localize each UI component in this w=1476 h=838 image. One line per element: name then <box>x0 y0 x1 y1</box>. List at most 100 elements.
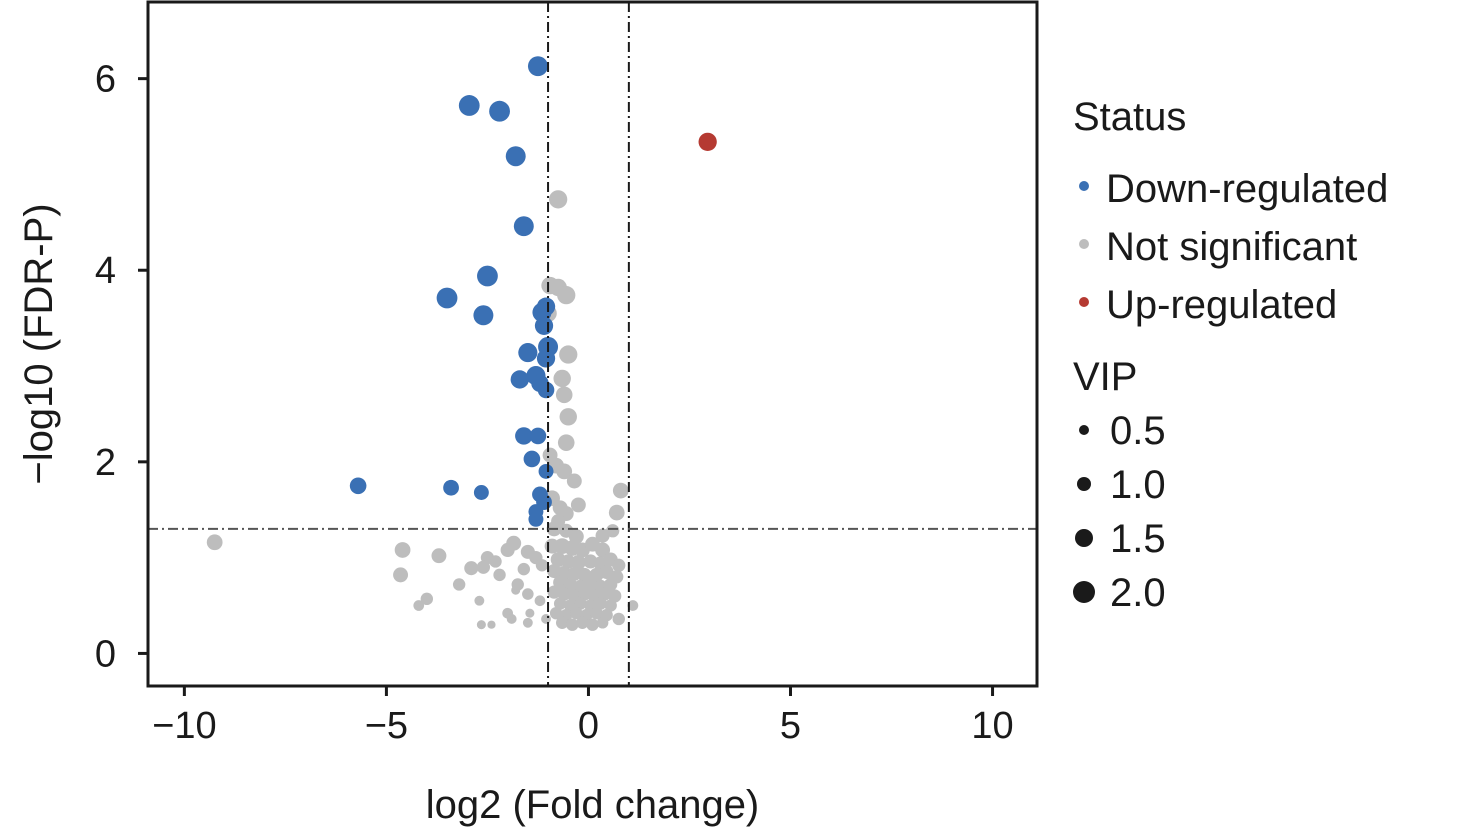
x-tick-label: 5 <box>780 705 801 747</box>
legend-status-marker <box>1079 181 1089 191</box>
y-axis-title: −log10 (FDR-P) <box>17 203 61 484</box>
point-not-significant <box>557 434 575 451</box>
legend-vip-marker <box>1075 529 1093 547</box>
point-down-regulated <box>536 297 556 316</box>
y-tick-label: 6 <box>95 59 116 101</box>
x-tick-label: −10 <box>152 705 216 747</box>
x-tick-label: 0 <box>578 705 599 747</box>
point-not-significant <box>566 618 579 631</box>
point-down-regulated <box>515 427 533 445</box>
point-not-significant <box>599 564 614 580</box>
legend-vip-label: 2.0 <box>1110 571 1166 615</box>
point-not-significant <box>627 600 639 611</box>
point-not-significant <box>553 369 571 388</box>
point-not-significant <box>577 587 592 601</box>
point-not-significant <box>606 524 620 538</box>
point-not-significant <box>574 597 587 610</box>
point-not-significant <box>608 589 622 603</box>
legend-status-label: Down-regulated <box>1106 167 1388 211</box>
point-down-regulated <box>458 95 480 116</box>
y-tick-label: 0 <box>95 633 116 675</box>
point-down-regulated <box>523 450 541 468</box>
point-not-significant <box>612 482 629 499</box>
point-not-significant <box>431 548 447 564</box>
point-not-significant <box>594 597 607 610</box>
point-down-regulated <box>534 316 554 335</box>
point-not-significant <box>612 612 625 626</box>
point-not-significant <box>604 577 618 592</box>
point-not-significant <box>474 595 485 606</box>
point-not-significant <box>493 568 506 582</box>
point-not-significant <box>567 566 582 581</box>
point-down-regulated <box>537 381 555 399</box>
point-not-significant <box>517 562 531 576</box>
point-not-significant <box>604 599 617 612</box>
point-not-significant <box>557 587 571 601</box>
y-axis: 0 2 4 6 <box>95 59 148 675</box>
point-not-significant <box>522 617 533 628</box>
point-not-significant <box>534 595 546 607</box>
legend-status-title: Status <box>1073 95 1186 139</box>
point-not-significant <box>559 408 577 426</box>
point-not-significant <box>555 386 573 404</box>
point-not-significant <box>476 560 491 574</box>
point-not-significant <box>556 463 573 480</box>
point-not-significant <box>595 528 610 543</box>
point-down-regulated <box>473 485 489 500</box>
point-down-regulated <box>443 479 459 496</box>
point-not-significant <box>598 587 612 601</box>
legend-vip-marker <box>1079 425 1089 435</box>
point-down-regulated <box>536 349 556 368</box>
plot-frame <box>146 0 1039 688</box>
x-tick-label: −5 <box>365 705 408 747</box>
point-not-significant <box>549 190 568 209</box>
point-down-regulated <box>528 511 544 527</box>
point-up-regulated <box>698 132 717 152</box>
legend-status-marker <box>1079 239 1089 249</box>
point-not-significant <box>206 534 223 551</box>
point-down-regulated <box>489 100 510 122</box>
point-not-significant <box>511 585 521 595</box>
legend-vip-label: 0.5 <box>1110 409 1166 453</box>
point-not-significant <box>596 616 609 629</box>
y-tick-label: 4 <box>95 250 116 292</box>
legend-status-marker <box>1079 297 1089 307</box>
point-not-significant <box>570 554 586 570</box>
point-not-significant <box>570 497 586 513</box>
legend-status-label: Up-regulated <box>1106 283 1337 327</box>
point-down-regulated <box>436 287 458 309</box>
x-tick-label: 10 <box>971 705 1013 747</box>
point-not-significant <box>535 559 549 572</box>
point-down-regulated <box>518 343 538 363</box>
legend-vip-label: 1.0 <box>1110 463 1166 507</box>
point-down-regulated <box>477 265 498 287</box>
point-not-significant <box>464 561 479 576</box>
point-down-regulated <box>510 370 529 389</box>
legend-vip-title: VIP <box>1073 355 1137 399</box>
point-not-significant <box>452 578 466 591</box>
point-down-regulated <box>529 427 547 445</box>
point-not-significant <box>559 345 578 364</box>
points-layer <box>206 56 717 631</box>
point-down-regulated <box>349 477 367 495</box>
point-not-significant <box>557 286 576 305</box>
point-not-significant <box>549 606 563 620</box>
point-not-significant <box>576 616 589 629</box>
point-not-significant <box>547 585 561 599</box>
point-down-regulated <box>473 305 494 326</box>
point-not-significant <box>506 535 522 551</box>
point-down-regulated <box>505 146 526 167</box>
point-not-significant <box>608 504 625 521</box>
legend-vip-marker <box>1077 477 1091 491</box>
point-not-significant <box>566 473 582 489</box>
x-axis: −10 −5 0 5 10 <box>152 686 1014 747</box>
point-not-significant <box>590 606 603 620</box>
point-not-significant <box>420 592 434 606</box>
point-not-significant <box>487 620 496 629</box>
point-not-significant <box>413 600 425 611</box>
legend-vip-label: 1.5 <box>1110 517 1166 561</box>
point-down-regulated <box>538 463 554 479</box>
point-not-significant <box>595 542 611 558</box>
point-down-regulated <box>513 216 534 237</box>
reference-lines <box>148 2 1037 686</box>
